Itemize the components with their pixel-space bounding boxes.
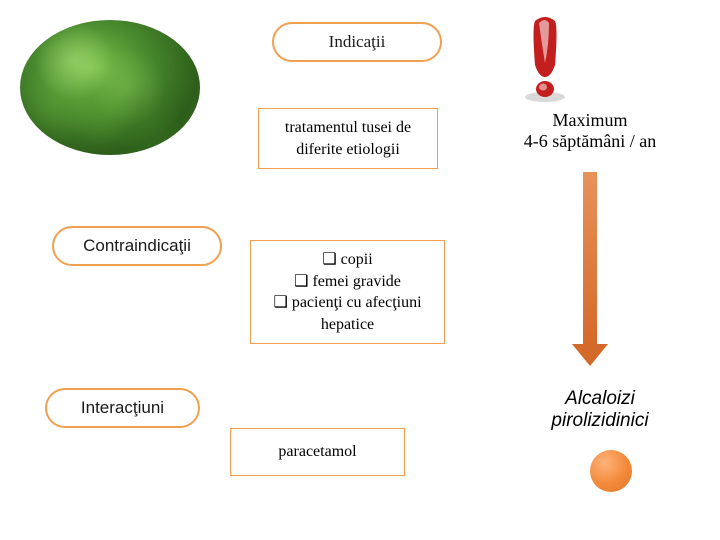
bullet-text: femei gravide bbox=[312, 273, 400, 290]
orange-dot-icon bbox=[590, 450, 632, 492]
pill-label: Interacţiuni bbox=[81, 398, 164, 417]
bullet-marker: ❑ bbox=[273, 294, 287, 311]
text-line: Maximum bbox=[490, 110, 690, 131]
text-maximum: Maximum 4-6 săptămâni / an bbox=[490, 110, 690, 152]
bullet-marker: ❑ bbox=[322, 251, 336, 268]
bullet-item: hepatice bbox=[265, 314, 430, 336]
text-line: paracetamol bbox=[278, 441, 356, 463]
pill-interactiuni: Interacţiuni bbox=[45, 388, 200, 428]
bullet-text: pacienţi cu afecţiuni bbox=[292, 294, 422, 311]
box-tratament: tratamentul tusei de diferite etiologii bbox=[258, 108, 438, 169]
exclamation-icon bbox=[515, 15, 575, 105]
box-paracetamol: paracetamol bbox=[230, 428, 405, 476]
pill-label: Contraindicaţii bbox=[83, 236, 191, 255]
text-line: tratamentul tusei de bbox=[273, 117, 423, 139]
bullet-item: ❑ pacienţi cu afecţiuni bbox=[265, 292, 430, 314]
pill-indicatii: Indicaţii bbox=[272, 22, 442, 62]
bullet-item: ❑ copii bbox=[265, 249, 430, 271]
plant-photo bbox=[20, 20, 200, 155]
box-bullets: ❑ copii ❑ femei gravide ❑ pacienţi cu af… bbox=[250, 240, 445, 344]
bullet-item: ❑ femei gravide bbox=[265, 271, 430, 293]
bullet-text: hepatice bbox=[321, 316, 374, 333]
pill-label: Indicaţii bbox=[329, 32, 386, 51]
text-line: pirolizidinici bbox=[520, 410, 680, 432]
bullet-text: copii bbox=[341, 251, 373, 268]
bullet-marker: ❑ bbox=[294, 273, 308, 290]
text-alcaloizi: Alcaloizi pirolizidinici bbox=[520, 388, 680, 432]
arrow-down-icon bbox=[572, 172, 608, 366]
text-line: Alcaloizi bbox=[520, 388, 680, 410]
text-line: diferite etiologii bbox=[273, 139, 423, 161]
pill-contraindicatii: Contraindicaţii bbox=[52, 226, 222, 266]
text-line: 4-6 săptămâni / an bbox=[490, 131, 690, 152]
